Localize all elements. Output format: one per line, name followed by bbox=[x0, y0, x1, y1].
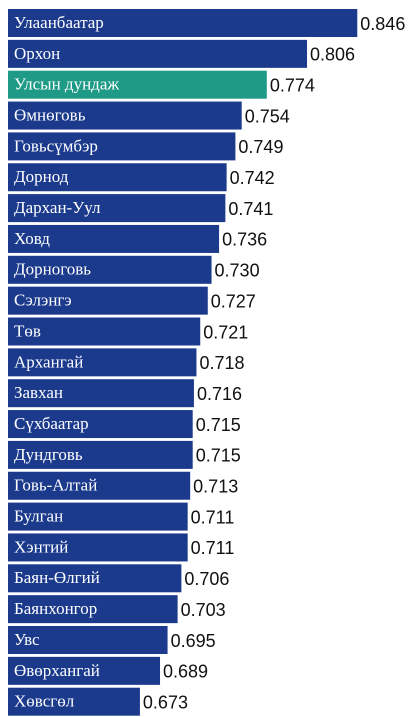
value-label: 0.713 bbox=[193, 477, 238, 497]
bar bbox=[8, 194, 226, 223]
category-label: Дундговь bbox=[14, 445, 83, 464]
value-label: 0.749 bbox=[238, 137, 283, 157]
bar bbox=[8, 132, 236, 161]
category-label: Дархан-Уул bbox=[14, 198, 101, 217]
bar bbox=[8, 687, 140, 716]
value-label: 0.730 bbox=[215, 261, 260, 281]
value-label: 0.741 bbox=[228, 199, 273, 219]
category-label: Ховд bbox=[14, 229, 50, 248]
category-label: Улсын дундаж bbox=[14, 75, 119, 94]
bar bbox=[8, 255, 212, 284]
value-label: 0.695 bbox=[171, 631, 216, 651]
category-label: Архангай bbox=[14, 352, 83, 371]
value-label: 0.715 bbox=[196, 415, 241, 435]
value-label: 0.703 bbox=[181, 600, 226, 620]
value-label: 0.716 bbox=[197, 384, 242, 404]
value-label: 0.721 bbox=[203, 322, 248, 342]
value-label: 0.736 bbox=[222, 230, 267, 250]
value-label: 0.715 bbox=[196, 446, 241, 466]
category-label: Завхан bbox=[14, 383, 63, 402]
value-label: 0.727 bbox=[211, 291, 256, 311]
value-label: 0.689 bbox=[163, 662, 208, 682]
category-label: Төв bbox=[14, 321, 41, 340]
bar bbox=[8, 163, 227, 192]
value-label: 0.806 bbox=[310, 45, 355, 65]
bar bbox=[8, 502, 188, 531]
bar bbox=[8, 471, 191, 500]
category-label: Увс bbox=[14, 630, 40, 649]
bar bbox=[8, 348, 197, 377]
bar bbox=[8, 224, 220, 253]
bar bbox=[8, 564, 182, 593]
category-label: Өвөрхангай bbox=[14, 661, 100, 680]
bar bbox=[8, 533, 188, 562]
category-label: Хэнтий bbox=[14, 537, 68, 556]
category-label: Сүхбаатар bbox=[14, 414, 89, 433]
category-label: Баянхонгор bbox=[14, 599, 97, 618]
category-label: Өмнөговь bbox=[14, 105, 86, 124]
bar bbox=[8, 101, 242, 130]
bar bbox=[8, 379, 194, 408]
bar bbox=[8, 286, 208, 315]
bar bbox=[8, 656, 161, 685]
category-label: Орхон bbox=[14, 44, 60, 63]
category-label: Дорноговь bbox=[14, 260, 91, 279]
value-label: 0.774 bbox=[270, 75, 315, 95]
bar bbox=[8, 317, 201, 346]
value-label: 0.718 bbox=[199, 353, 244, 373]
category-label: Хөвсгөл bbox=[14, 692, 75, 711]
value-label: 0.846 bbox=[360, 14, 405, 34]
value-label: 0.711 bbox=[191, 507, 235, 527]
value-label: 0.673 bbox=[143, 692, 188, 712]
category-label: Сэлэнгэ bbox=[14, 291, 72, 310]
category-label: Улаанбаатар bbox=[14, 13, 104, 32]
category-label: Булган bbox=[14, 507, 63, 526]
bar bbox=[8, 70, 267, 99]
bar bbox=[8, 595, 178, 624]
bar bbox=[8, 9, 358, 37]
bar bbox=[8, 39, 308, 68]
bar bbox=[8, 440, 193, 469]
value-label: 0.742 bbox=[230, 168, 275, 188]
value-label: 0.711 bbox=[191, 538, 235, 558]
value-label: 0.706 bbox=[184, 569, 229, 589]
bar bbox=[8, 626, 168, 654]
category-label: Баян-Өлгий bbox=[14, 568, 100, 587]
bar bbox=[8, 410, 193, 439]
category-label: Говь-Алтай bbox=[14, 476, 97, 495]
category-label: Говьсүмбэр bbox=[14, 136, 98, 155]
value-label: 0.754 bbox=[245, 106, 290, 126]
category-label: Дорнод bbox=[14, 167, 69, 186]
